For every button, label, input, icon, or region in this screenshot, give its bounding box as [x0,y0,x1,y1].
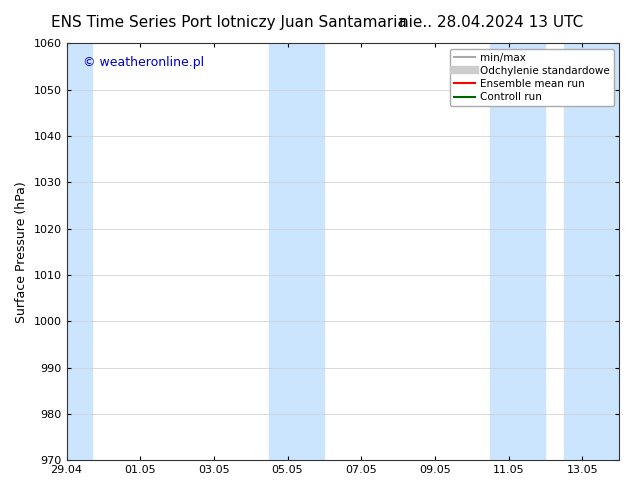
Text: nie.. 28.04.2024 13 UTC: nie.. 28.04.2024 13 UTC [399,15,583,30]
Bar [490,44,545,460]
Y-axis label: Surface Pressure (hPa): Surface Pressure (hPa) [15,181,28,323]
Bar [67,44,93,460]
Text: ENS Time Series Port lotniczy Juan Santamaria: ENS Time Series Port lotniczy Juan Santa… [51,15,406,30]
Text: © weatheronline.pl: © weatheronline.pl [83,56,204,69]
Bar [564,44,619,460]
Bar [269,44,325,460]
Legend: min/max, Odchylenie standardowe, Ensemble mean run, Controll run: min/max, Odchylenie standardowe, Ensembl… [450,49,614,106]
